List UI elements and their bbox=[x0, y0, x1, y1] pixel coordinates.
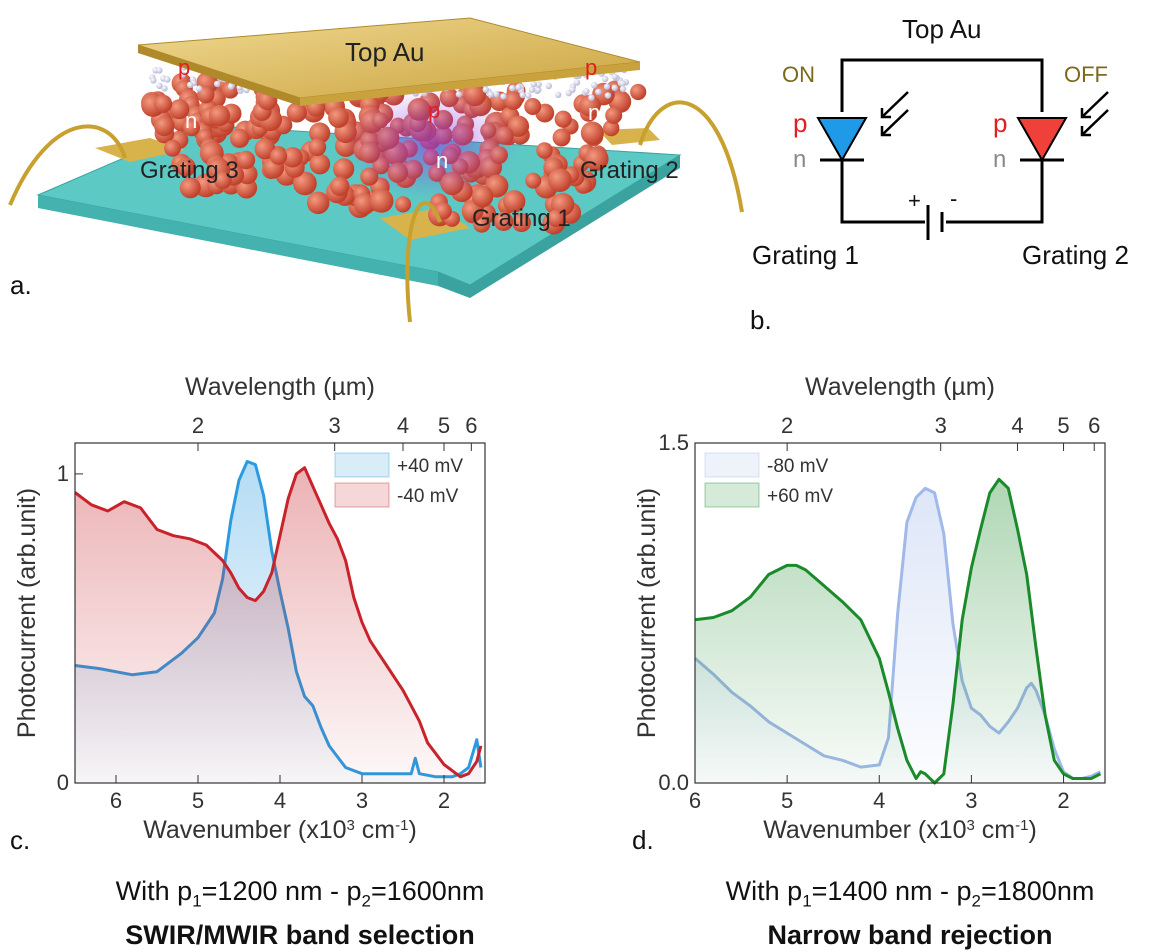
circuit-top-au-label: Top Au bbox=[902, 14, 982, 44]
n-label-left: n bbox=[185, 108, 198, 133]
battery-plus-label: + bbox=[908, 188, 921, 213]
legend-label: +40 mV bbox=[397, 456, 463, 477]
legend-label: +60 mV bbox=[767, 486, 833, 507]
x-tick-label: 5 bbox=[192, 788, 204, 813]
device-illustration bbox=[8, 17, 744, 323]
on-diode-n-label: n bbox=[793, 146, 807, 173]
top-axis-label: Wavelength (µm) bbox=[805, 373, 995, 401]
x-tick-label: 2 bbox=[1057, 788, 1069, 813]
legend-swatch bbox=[704, 482, 760, 508]
legend-swatch bbox=[334, 482, 390, 508]
series-area-1 bbox=[695, 479, 1101, 783]
panel-b-letter: b. bbox=[750, 305, 772, 335]
x-tick-label: 3 bbox=[965, 788, 977, 813]
x-tick-label: 4 bbox=[274, 788, 286, 813]
x-tick-label: 4 bbox=[873, 788, 885, 813]
off-diode bbox=[1016, 117, 1068, 163]
wire-front bbox=[405, 200, 442, 323]
x-tick-label: 3 bbox=[356, 788, 368, 813]
x-axis-label: Wavenumber (x103 cm-1) bbox=[763, 816, 1037, 844]
series-area-0 bbox=[695, 488, 1101, 783]
y-tick-label: 1 bbox=[57, 461, 69, 486]
on-label: ON bbox=[782, 62, 815, 87]
off-label: OFF bbox=[1064, 62, 1108, 87]
on-diode-p-label: p bbox=[793, 108, 808, 138]
caption-c-line1: With p1=1200 nm - p2=1600nm bbox=[115, 876, 485, 911]
wire-left bbox=[8, 124, 127, 206]
series-area-1 bbox=[75, 467, 481, 783]
light-arrows-off bbox=[1080, 91, 1109, 137]
y-axis-label: Photocurrent (arb.unit) bbox=[13, 488, 41, 738]
caption-c-line2: SWIR/MWIR band selection bbox=[125, 920, 475, 951]
x-tick-label: 5 bbox=[781, 788, 793, 813]
y-tick-label: 0 bbox=[57, 770, 69, 795]
caption-d-line2: Narrow band rejection bbox=[767, 920, 1053, 951]
caption-d: With p1=1400 nm - p2=1800nm Narrow band … bbox=[650, 874, 1158, 952]
top-tick-label: 4 bbox=[397, 413, 409, 438]
caption-d-line1: With p1=1400 nm - p2=1800nm bbox=[725, 876, 1095, 911]
panel-a-letter: a. bbox=[10, 270, 32, 300]
off-diode-p-label: p bbox=[993, 108, 1008, 138]
y-tick-label: 0.0 bbox=[658, 770, 689, 795]
legend-swatch bbox=[334, 452, 390, 478]
top-tick-label: 3 bbox=[935, 413, 947, 438]
wire-right bbox=[638, 100, 744, 213]
caption-c: With p1=1200 nm - p2=1600nm SWIR/MWIR ba… bbox=[40, 874, 560, 952]
panel-c-letter: c. bbox=[10, 825, 31, 855]
x-tick-label: 6 bbox=[689, 788, 701, 813]
grating2-label: Grating 2 bbox=[580, 157, 679, 184]
y-tick-label: 1.5 bbox=[658, 430, 689, 455]
grating1-label: Grating 1 bbox=[472, 205, 571, 232]
p-label-center: p bbox=[428, 98, 441, 123]
legend-label: -80 mV bbox=[767, 456, 829, 477]
x-tick-label: 2 bbox=[438, 788, 450, 813]
top-tick-label: 5 bbox=[438, 413, 450, 438]
off-diode-n-label: n bbox=[993, 146, 1007, 173]
top-tick-label: 6 bbox=[1088, 413, 1100, 438]
top-tick-label: 3 bbox=[329, 413, 341, 438]
top-axis-label: Wavelength (µm) bbox=[185, 373, 375, 401]
legend-label: -40 mV bbox=[397, 486, 459, 507]
circuit-grating2-label: Grating 2 bbox=[1022, 240, 1129, 270]
p-label-left: p bbox=[178, 55, 191, 80]
light-arrows-on bbox=[880, 91, 909, 137]
grating3-label: Grating 3 bbox=[140, 157, 239, 184]
circuit-wire bbox=[840, 58, 1044, 224]
y-axis-label: Photocurrent (arb.unit) bbox=[633, 488, 661, 738]
x-axis-label: Wavenumber (x103 cm-1) bbox=[143, 816, 417, 844]
top-au-label: Top Au bbox=[345, 37, 425, 67]
n-label-right: n bbox=[588, 100, 601, 125]
p-label-right: p bbox=[585, 55, 598, 80]
plot-frame bbox=[694, 442, 1106, 784]
top-tick-label: 2 bbox=[192, 413, 204, 438]
top-tick-label: 6 bbox=[465, 413, 477, 438]
series-line-1 bbox=[74, 466, 483, 779]
circuit-grating1-label: Grating 1 bbox=[752, 240, 859, 270]
battery-minus-label: - bbox=[950, 186, 958, 211]
x-tick-label: 6 bbox=[110, 788, 122, 813]
circuit-diagram bbox=[816, 58, 1109, 240]
top-tick-label: 2 bbox=[781, 413, 793, 438]
legend-swatch bbox=[704, 452, 760, 478]
on-diode bbox=[816, 117, 868, 163]
panel-d-letter: d. bbox=[632, 825, 654, 855]
n-label-center: n bbox=[436, 148, 449, 173]
top-tick-label: 4 bbox=[1011, 413, 1023, 438]
top-tick-label: 5 bbox=[1057, 413, 1069, 438]
